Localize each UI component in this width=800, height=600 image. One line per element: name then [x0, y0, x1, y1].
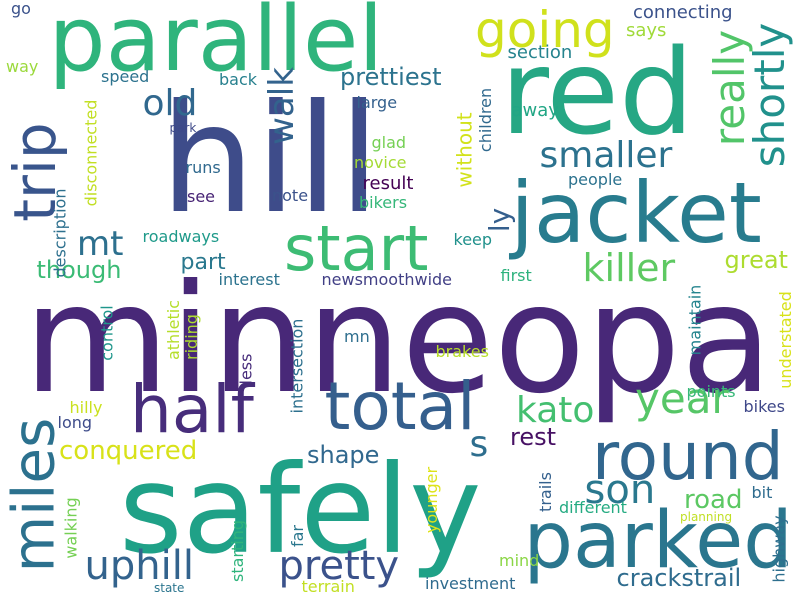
- word-large: large: [356, 93, 398, 112]
- word-half: half: [130, 371, 254, 448]
- word-children: children: [476, 87, 496, 153]
- word-minneopa: minneopa: [23, 253, 773, 427]
- word-interest: interest: [218, 270, 280, 289]
- word-different: different: [559, 498, 627, 517]
- word-mind: mind: [499, 551, 540, 570]
- word-back: back: [219, 70, 258, 89]
- word-walk: walk: [261, 67, 302, 145]
- word-points: points: [686, 382, 736, 401]
- word-walking: walking: [61, 497, 81, 559]
- word-jacket: jacket: [510, 164, 762, 262]
- word-intersection: intersection: [286, 318, 306, 414]
- word-safely: safely: [119, 439, 482, 581]
- word-disconnected: disconnected: [80, 99, 100, 207]
- word-control: control: [97, 305, 117, 361]
- word-away: away: [511, 100, 559, 121]
- word-maintain: maintain: [684, 284, 704, 356]
- word-description: description: [49, 188, 69, 278]
- word-see: see: [187, 187, 216, 206]
- word-planning: planning: [680, 510, 733, 524]
- word-first: first: [500, 266, 532, 285]
- word-really: really: [705, 29, 755, 147]
- word-runs: runs: [185, 158, 221, 177]
- word-says: says: [626, 20, 667, 41]
- word-uphill: uphill: [84, 543, 194, 589]
- word-athletic: athletic: [164, 299, 184, 361]
- word-terrain: terrain: [301, 577, 355, 596]
- word-mn: mn: [344, 327, 370, 346]
- word-total: total: [324, 368, 476, 445]
- word-shape: shape: [307, 441, 380, 469]
- word-state: state: [154, 581, 185, 595]
- word-s: s: [469, 424, 489, 465]
- word-shortly: shortly: [745, 22, 795, 168]
- word-miles: miles: [0, 417, 67, 573]
- word-speed: speed: [101, 67, 150, 86]
- word-ly: ly: [483, 207, 517, 233]
- word-brakes: brakes: [435, 342, 489, 361]
- word-glad: glad: [371, 133, 407, 152]
- word-understated: understated: [775, 291, 795, 389]
- word-parked: parked: [523, 496, 793, 586]
- word-bikers: bikers: [359, 193, 408, 212]
- word-less: less: [235, 353, 255, 385]
- word-bit: bit: [751, 483, 773, 502]
- word-roadways: roadways: [142, 227, 220, 246]
- word-newsmoothwide: newsmoothwide: [321, 270, 453, 289]
- word-hill: hill: [160, 73, 381, 247]
- word-old: old: [142, 83, 198, 124]
- word-conquered: conquered: [59, 436, 198, 466]
- word-mt: mt: [77, 224, 124, 264]
- word-road: road: [684, 485, 743, 515]
- word-part: part: [180, 250, 226, 275]
- word-note: note: [272, 186, 309, 205]
- word-bikes: bikes: [743, 397, 785, 416]
- word-parallel: parallel: [48, 0, 384, 92]
- word-connecting: connecting: [633, 2, 733, 23]
- word-hilly: hilly: [69, 398, 103, 417]
- word-year: year: [635, 374, 729, 423]
- word-rest: rest: [510, 423, 557, 451]
- word-younger: younger: [422, 466, 442, 534]
- word-though: though: [36, 256, 122, 284]
- word-great: great: [724, 246, 788, 274]
- word-starting: starting: [228, 519, 248, 583]
- word-highway: highway: [769, 515, 789, 583]
- word-kato: kato: [516, 390, 595, 431]
- word-keep: keep: [453, 230, 493, 249]
- word-section: section: [507, 42, 573, 63]
- word-people: people: [568, 170, 623, 189]
- word-pretty: pretty: [278, 543, 400, 589]
- word-without: without: [452, 112, 477, 188]
- word-crackstrail: crackstrail: [616, 564, 742, 592]
- word-investment: investment: [425, 574, 516, 593]
- word-red: red: [500, 23, 694, 161]
- word-going: going: [475, 1, 615, 59]
- word-prettiest: prettiest: [340, 63, 442, 91]
- word-result: result: [362, 173, 414, 194]
- word-far: far: [288, 524, 308, 548]
- word-trails: trails: [535, 472, 555, 512]
- word-round: round: [592, 418, 784, 495]
- word-park: park: [169, 121, 197, 135]
- word-son: son: [584, 467, 656, 513]
- word-start: start: [284, 212, 429, 285]
- word-long: long: [57, 413, 93, 432]
- word-way: way: [6, 57, 39, 76]
- word-novice: novice: [354, 153, 407, 172]
- word-smaller: smaller: [539, 135, 673, 176]
- word-killer: killer: [582, 246, 676, 290]
- word-go: go: [11, 0, 31, 18]
- word-riding: riding: [181, 314, 201, 360]
